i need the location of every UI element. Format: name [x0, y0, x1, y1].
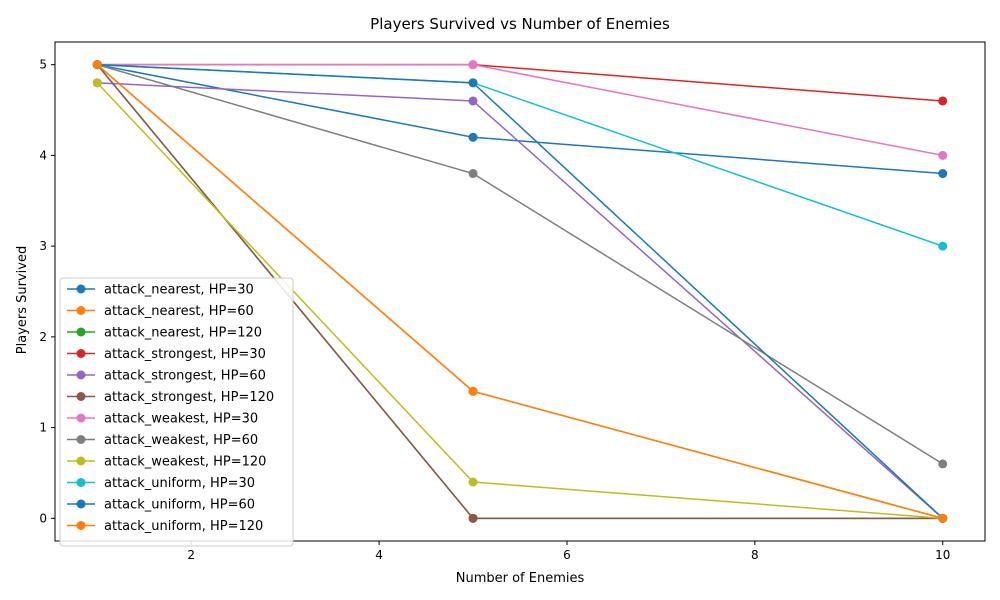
- data-point: [468, 386, 478, 396]
- legend-label: attack_strongest, HP=60: [104, 369, 266, 384]
- legend-box: [59, 277, 294, 547]
- legend-label: attack_uniform, HP=120: [104, 519, 263, 534]
- legend-entry: attack_strongest, HP=30: [67, 347, 266, 362]
- legend-entry: attack_strongest, HP=60: [67, 369, 266, 384]
- y-tick-label: 0: [39, 511, 47, 525]
- legend-entry: attack_nearest, HP=60: [67, 304, 254, 319]
- x-axis-label: Number of Enemies: [456, 571, 585, 586]
- data-point: [468, 132, 478, 142]
- legend-swatch-marker: [76, 306, 86, 315]
- data-point: [938, 459, 948, 469]
- legend-swatch-marker: [76, 456, 86, 466]
- data-point: [468, 78, 478, 88]
- legend: attack_nearest, HP=30 attack_nearest, HP=…: [59, 277, 294, 547]
- chart-title: Players Survived vs Number of Enemies: [370, 15, 670, 33]
- data-point: [938, 513, 948, 523]
- y-axis: 0 1 2 3 4 5: [39, 58, 55, 525]
- data-point: [938, 150, 948, 160]
- data-point: [92, 78, 102, 88]
- legend-swatch-marker: [76, 284, 86, 294]
- data-point: [468, 60, 478, 70]
- legend-entry: attack_nearest, HP=120: [67, 326, 262, 341]
- y-tick-label: 2: [39, 330, 47, 344]
- legend-entry: attack_weakest, HP=60: [67, 433, 258, 448]
- data-point: [468, 96, 478, 106]
- x-tick-label: 2: [187, 548, 195, 562]
- data-point: [92, 60, 102, 70]
- x-tick-label: 6: [563, 548, 571, 562]
- legend-swatch-marker: [76, 392, 86, 401]
- legend-entry: attack_weakest, HP=120: [67, 455, 266, 470]
- legend-entry: attack_uniform, HP=120: [67, 519, 263, 534]
- legend-swatch-marker: [76, 413, 86, 423]
- legend-swatch-marker: [76, 435, 86, 444]
- data-point: [468, 513, 478, 523]
- legend-label: attack_nearest, HP=30: [104, 283, 254, 298]
- series-line: [92, 60, 948, 523]
- y-tick-label: 4: [39, 148, 47, 162]
- legend-swatch-marker: [76, 478, 86, 487]
- data-point: [938, 241, 948, 251]
- x-axis: 2 4 6 8 10: [187, 541, 950, 562]
- legend-label: attack_weakest, HP=60: [104, 433, 258, 448]
- legend-swatch-marker: [76, 349, 86, 358]
- y-tick-label: 3: [39, 239, 47, 253]
- legend-swatch-marker: [76, 370, 86, 380]
- x-tick-label: 8: [751, 548, 759, 562]
- data-point: [468, 477, 478, 487]
- legend-label: attack_uniform, HP=60: [104, 498, 255, 513]
- x-tick-label: 4: [375, 548, 383, 562]
- legend-swatch-marker: [76, 499, 86, 509]
- legend-entry: attack_uniform, HP=60: [67, 498, 255, 513]
- plot-frame: [54, 41, 986, 542]
- legend-label: attack_uniform, HP=30: [104, 476, 255, 491]
- legend-label: attack_weakest, HP=30: [104, 412, 258, 427]
- plot-area: [92, 60, 948, 523]
- legend-label: attack_strongest, HP=30: [104, 347, 266, 362]
- legend-swatch-marker: [76, 521, 86, 530]
- legend-label: attack_strongest, HP=120: [104, 390, 274, 405]
- legend-entry: attack_strongest, HP=120: [67, 390, 274, 405]
- legend-label: attack_weakest, HP=120: [104, 455, 266, 470]
- legend-label: attack_nearest, HP=60: [104, 304, 254, 319]
- y-tick-label: 5: [39, 58, 47, 72]
- legend-entry: attack_uniform, HP=30: [67, 476, 255, 491]
- legend-label: attack_nearest, HP=120: [104, 326, 262, 341]
- legend-swatch-marker: [76, 327, 86, 337]
- data-point: [938, 96, 948, 106]
- data-point: [938, 169, 948, 179]
- data-point: [468, 169, 478, 179]
- legend-entry: attack_weakest, HP=30: [67, 412, 258, 427]
- x-tick-label: 10: [935, 548, 950, 562]
- y-axis-label: Players Survived: [15, 246, 30, 354]
- y-tick-label: 1: [39, 421, 47, 435]
- legend-entry: attack_nearest, HP=30: [67, 283, 254, 298]
